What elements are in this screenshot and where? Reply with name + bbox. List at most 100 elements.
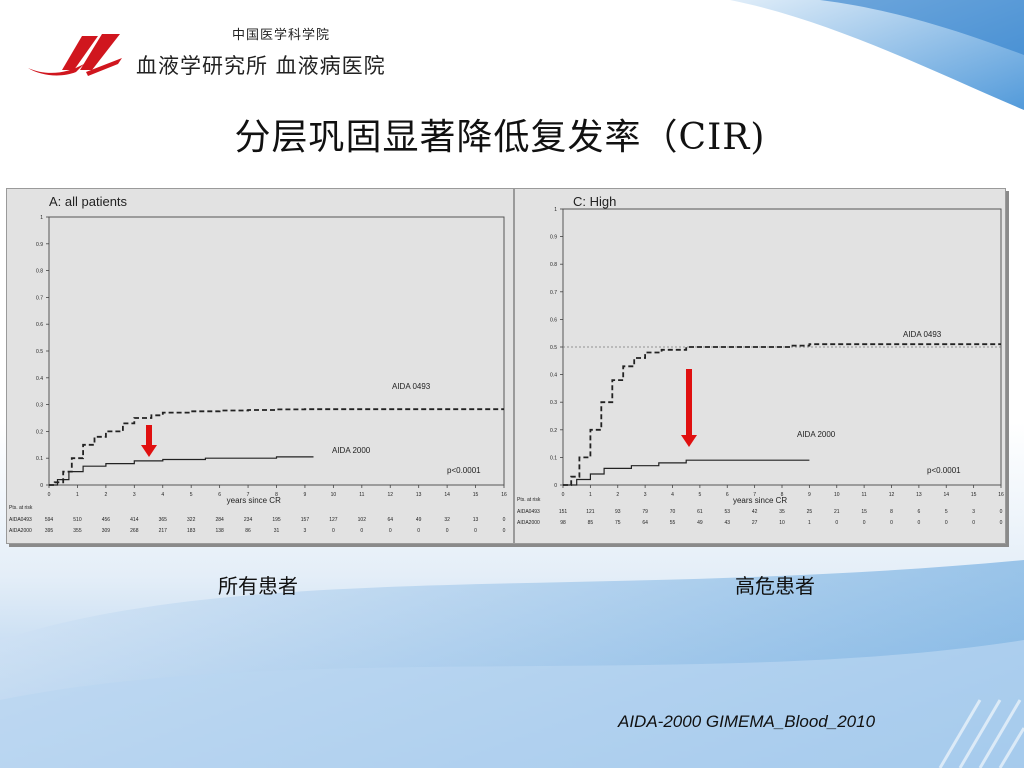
risk-table-value: 25 — [807, 509, 813, 515]
series-line-aida-2000 — [563, 459, 810, 486]
y-tick-label: 0.9 — [550, 235, 557, 241]
risk-table-value: 0 — [945, 520, 948, 526]
risk-table-value: 79 — [642, 509, 648, 515]
risk-table-value: 0 — [446, 528, 449, 534]
risk-table-value: 127 — [329, 517, 338, 523]
x-tick-label: 7 — [753, 492, 756, 498]
risk-table-value: 0 — [332, 528, 335, 534]
y-tick-label: 1 — [554, 207, 557, 213]
x-tick-label: 12 — [387, 492, 393, 498]
y-tick-label: 0 — [554, 483, 557, 489]
y-tick-label: 0.2 — [36, 429, 43, 435]
risk-table-value: 0 — [389, 528, 392, 534]
risk-table-value: 0 — [835, 520, 838, 526]
risk-table-value: 0 — [890, 520, 893, 526]
risk-table-label: Pts. at risk — [9, 505, 33, 511]
institute-name-line1: 中国医学科学院 — [232, 28, 331, 43]
x-tick-label: 12 — [889, 492, 895, 498]
risk-table-value: 13 — [473, 517, 479, 523]
risk-table-value: 55 — [670, 520, 676, 526]
x-tick-label: 10 — [834, 492, 840, 498]
risk-table-value: 284 — [215, 517, 224, 523]
x-tick-label: 8 — [275, 492, 278, 498]
risk-table-value: 234 — [244, 517, 253, 523]
x-tick-label: 10 — [331, 492, 337, 498]
risk-table-value: 0 — [1000, 509, 1003, 515]
risk-table-value: 0 — [503, 528, 506, 534]
risk-table-value: 31 — [274, 528, 280, 534]
y-tick-label: 0 — [40, 483, 43, 489]
x-tick-label: 0 — [562, 492, 565, 498]
risk-table-value: 217 — [159, 528, 168, 534]
risk-table-value: 138 — [215, 528, 224, 534]
series-label-aida-2000: AIDA 2000 — [797, 430, 836, 439]
risk-table-value: 151 — [559, 509, 568, 515]
risk-table-value: 15 — [861, 509, 867, 515]
x-tick-label: 1 — [589, 492, 592, 498]
red-arrow-shaft — [686, 369, 692, 437]
plot-area — [48, 216, 505, 486]
risk-table-value: 64 — [387, 517, 393, 523]
y-tick-label: 0.9 — [36, 242, 43, 248]
risk-table-value: 183 — [187, 528, 196, 534]
risk-table-value: 32 — [444, 517, 450, 523]
y-tick-label: 0.3 — [550, 400, 557, 406]
x-tick-label: 15 — [473, 492, 479, 498]
x-tick-label: 4 — [671, 492, 674, 498]
chart-panel-all-patients: A: all patients 0 0.1 0.2 0.3 0.4 0.5 0.6 0.7 0.8… — [6, 188, 514, 544]
risk-table-value: 0 — [1000, 520, 1003, 526]
x-axis-label: years since CR — [227, 496, 281, 505]
risk-table-value: 70 — [670, 509, 676, 515]
x-tick-label: 8 — [781, 492, 784, 498]
risk-table-value: 5 — [945, 509, 948, 515]
red-arrow-shaft — [146, 425, 152, 447]
risk-table-value: 268 — [130, 528, 139, 534]
x-axis-label: years since CR — [733, 496, 787, 505]
risk-table-value: 102 — [358, 517, 367, 523]
red-arrow-head — [681, 435, 697, 447]
risk-table-label: Pts. at risk — [517, 497, 541, 503]
risk-table-value: 0 — [474, 528, 477, 534]
y-tick-label: 1 — [40, 215, 43, 221]
y-tick-label: 0.5 — [550, 345, 557, 351]
risk-table-row-name: AIDA2000 — [517, 520, 540, 526]
x-tick-label: 6 — [218, 492, 221, 498]
x-tick-label: 6 — [726, 492, 729, 498]
institute-logo-icon — [28, 34, 122, 76]
risk-table-value: 53 — [724, 509, 730, 515]
risk-table-value: 8 — [890, 509, 893, 515]
risk-table-value: 3 — [304, 528, 307, 534]
risk-table-value: 157 — [301, 517, 310, 523]
y-tick-label: 0.1 — [550, 455, 557, 461]
y-tick-label: 0.1 — [36, 456, 43, 462]
x-tick-label: 16 — [998, 492, 1004, 498]
risk-table-value: 42 — [752, 509, 758, 515]
chart-title: A: all patients — [49, 194, 128, 209]
risk-table-value: 414 — [130, 517, 139, 523]
series-line-aida-0493 — [563, 343, 1001, 486]
risk-table-value: 0 — [917, 520, 920, 526]
x-tick-label: 1 — [76, 492, 79, 498]
chart-title: C: High — [573, 194, 616, 209]
series-line-aida-2000 — [49, 456, 314, 486]
x-tick-label: 13 — [416, 492, 422, 498]
risk-table-value: 3 — [972, 509, 975, 515]
y-tick-label: 0.7 — [550, 290, 557, 296]
slide-title: 分层巩固显著降低复发率（CIR) — [234, 117, 766, 158]
series-label-aida-0493: AIDA 0493 — [392, 382, 431, 391]
chart-panel-high-risk: C: High 0 0.1 0.2 0.3 0.4 0.5 0.6 0.7 0.8 0.9 1 0 1 2 3… — [514, 188, 1006, 544]
y-tick-label: 0.6 — [36, 322, 43, 328]
red-arrow-head — [141, 445, 157, 457]
x-tick-label: 9 — [808, 492, 811, 498]
risk-table-value: 0 — [360, 528, 363, 534]
risk-table-value: 86 — [245, 528, 251, 534]
risk-table-value: 0 — [417, 528, 420, 534]
y-tick-label: 0.8 — [36, 269, 43, 275]
y-tick-label: 0.6 — [550, 317, 557, 323]
risk-table-value: 594 — [45, 517, 54, 523]
x-tick-label: 14 — [943, 492, 949, 498]
risk-table-value: 10 — [779, 520, 785, 526]
risk-table-value: 0 — [863, 520, 866, 526]
risk-table-value: 21 — [834, 509, 840, 515]
